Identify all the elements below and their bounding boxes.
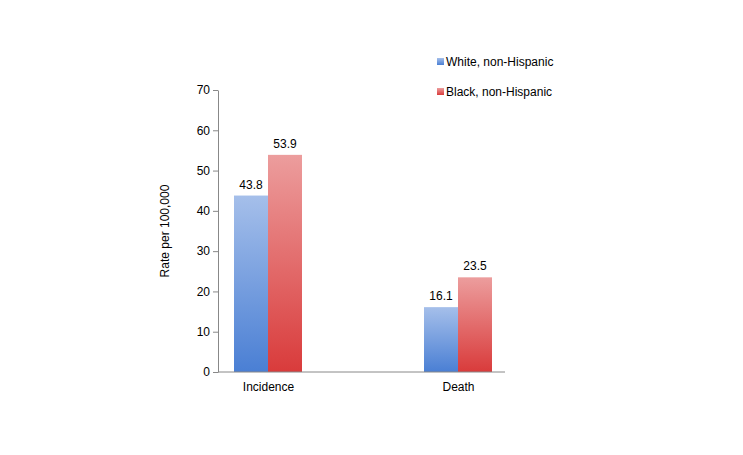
data-label: 43.8 <box>239 178 263 192</box>
y-tick: 0 <box>203 365 218 379</box>
y-tick-mark <box>213 211 218 212</box>
y-tick-label: 50 <box>197 164 211 178</box>
data-label: 53.9 <box>273 137 297 151</box>
y-axis: 0 10 20 30 40 50 60 70 <box>197 83 219 379</box>
bars <box>234 155 492 372</box>
y-tick: 20 <box>197 285 218 299</box>
x-tick: Incidence <box>243 380 295 394</box>
legend-label: Black, non-Hispanic <box>446 85 552 99</box>
bar <box>268 155 302 372</box>
y-tick: 30 <box>197 244 218 258</box>
y-tick-label: 40 <box>197 204 211 218</box>
y-tick: 50 <box>197 164 218 178</box>
y-tick-label: 70 <box>197 83 211 97</box>
y-axis-line <box>218 91 219 373</box>
y-tick-label: 60 <box>197 124 211 138</box>
y-axis-title: Rate per 100,000 <box>158 184 172 277</box>
y-tick-mark <box>213 171 218 172</box>
x-tick: Death <box>442 380 474 394</box>
y-tick-label: 30 <box>197 244 211 258</box>
y-tick-label: 10 <box>197 325 211 339</box>
data-label: 16.1 <box>429 289 453 303</box>
y-tick-mark <box>213 291 218 292</box>
chart: 43.8 16.1 53.9 23.5 0 10 20 30 40 50 60 70 Incidence… <box>0 0 743 455</box>
y-tick-label: 20 <box>197 285 211 299</box>
legend: White, non-Hispanic Black, non-Hispanic <box>437 55 553 99</box>
bar <box>234 196 268 372</box>
x-tick-label: Death <box>442 380 474 394</box>
data-label: 23.5 <box>463 259 487 273</box>
y-tick-mark <box>213 90 218 91</box>
y-tick-mark <box>213 251 218 252</box>
y-tick-mark <box>213 372 218 373</box>
y-tick: 70 <box>197 83 218 97</box>
y-tick-label: 0 <box>203 365 210 379</box>
x-axis: Incidence Death <box>218 372 505 394</box>
legend-label: White, non-Hispanic <box>446 55 553 69</box>
legend-swatch <box>437 88 444 95</box>
y-tick-mark <box>213 332 218 333</box>
bar <box>424 307 458 372</box>
x-axis-line <box>218 372 505 373</box>
legend-swatch <box>437 58 444 65</box>
data-labels: 43.8 16.1 53.9 23.5 <box>239 137 487 303</box>
y-tick: 40 <box>197 204 218 218</box>
x-tick-label: Incidence <box>243 380 295 394</box>
y-tick: 60 <box>197 124 218 138</box>
y-tick-mark <box>213 130 218 131</box>
y-tick: 10 <box>197 325 218 339</box>
bar <box>458 277 492 372</box>
